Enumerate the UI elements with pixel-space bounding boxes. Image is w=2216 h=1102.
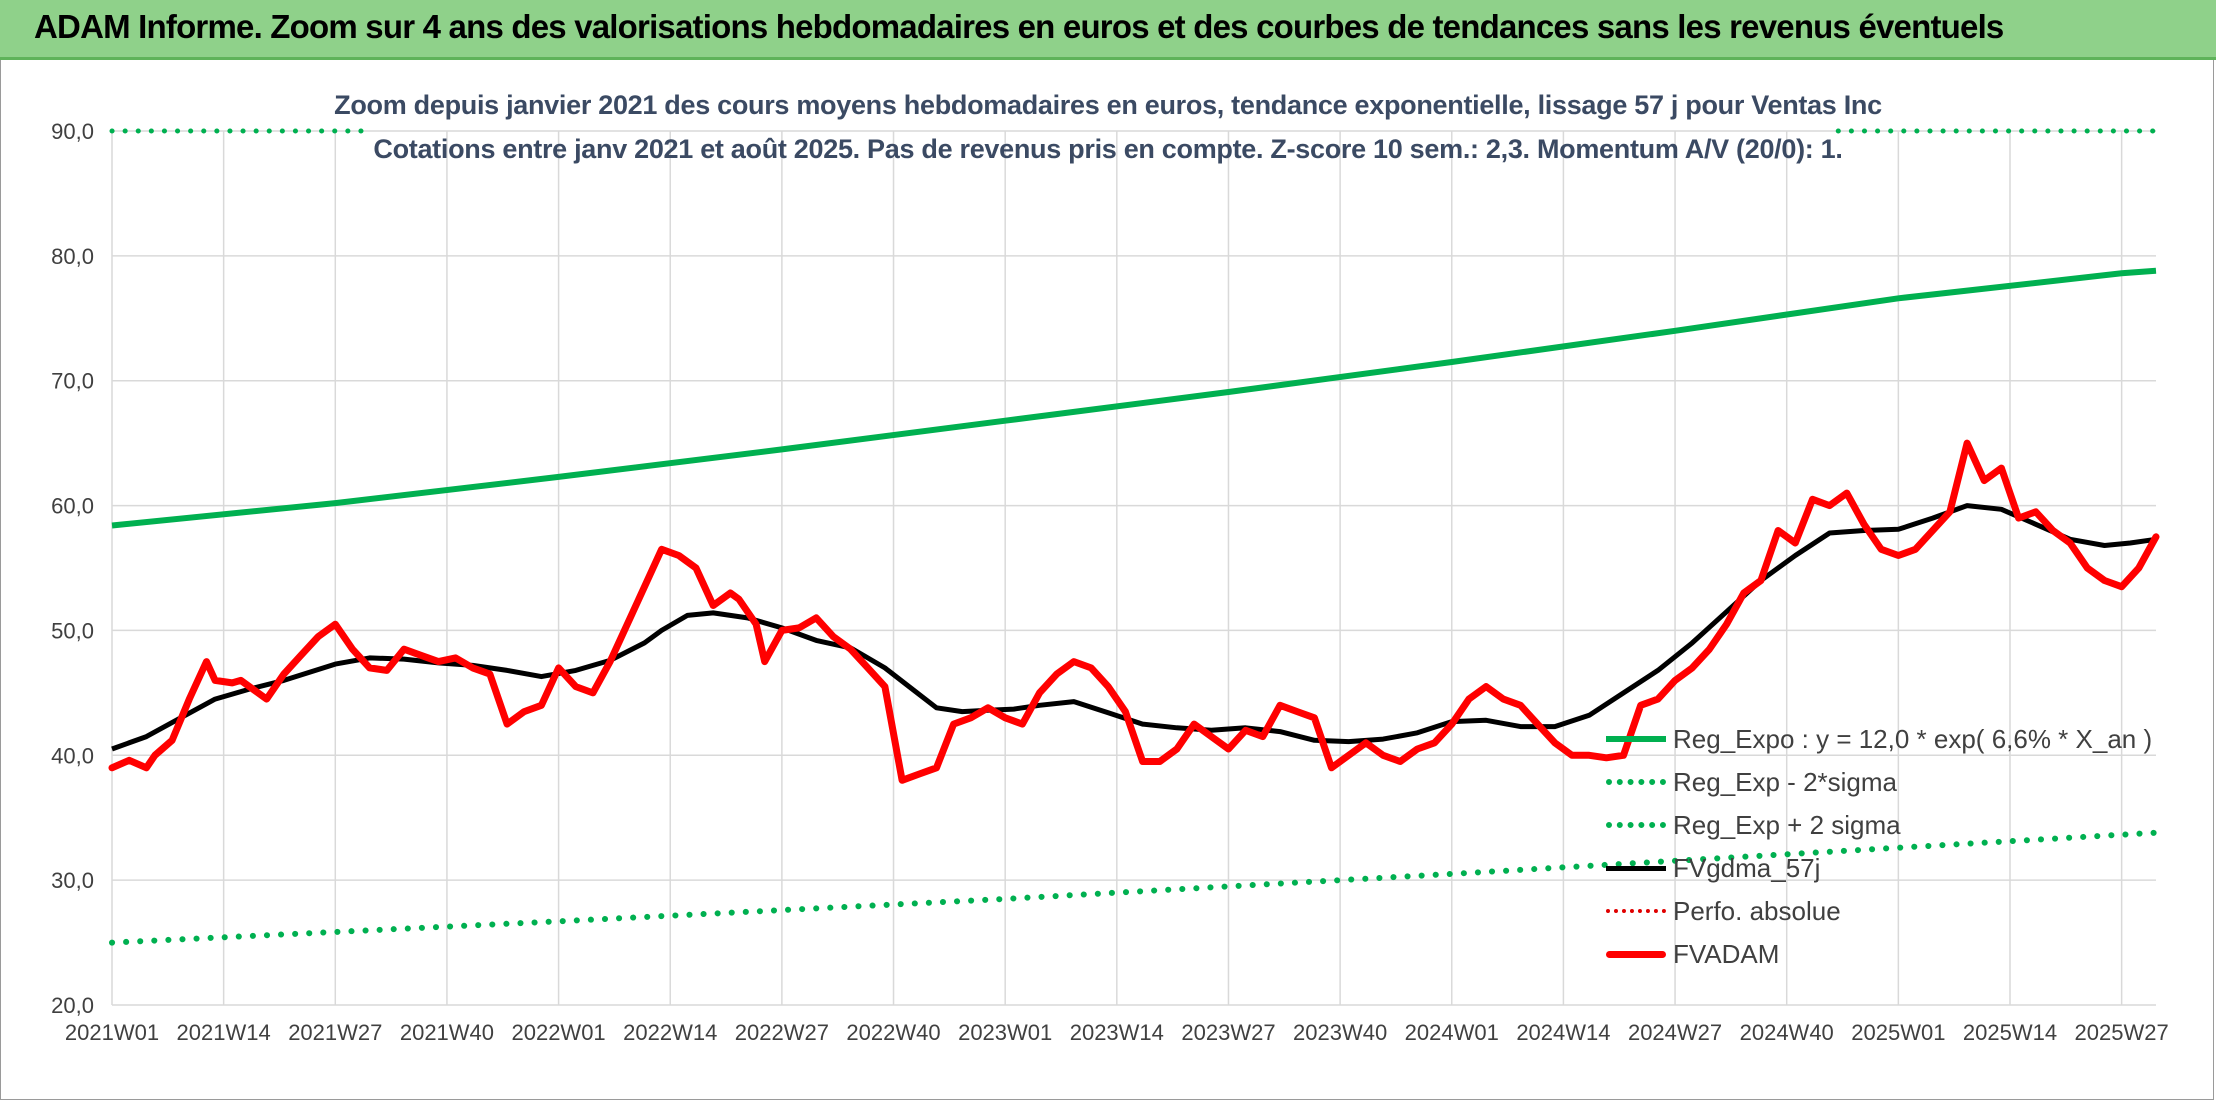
legend-item-perfo-absolue: Perfo. absolue [1598, 896, 2158, 926]
y-tick-label: 20,0 [51, 993, 94, 1018]
legend-swatch-reg-exp-minus [1606, 779, 1666, 785]
legend-label-perfo-absolue: Perfo. absolue [1673, 896, 1841, 926]
x-tick-label: 2022W40 [846, 1020, 940, 1045]
series-reg-exp-minus-2sigma-line [109, 829, 2159, 946]
y-tick-label: 30,0 [51, 868, 94, 893]
x-tick-label: 2022W27 [735, 1020, 829, 1045]
y-tick-label: 70,0 [51, 369, 94, 394]
x-tick-label: 2023W14 [1070, 1020, 1164, 1045]
legend-label-reg-exp-minus: Reg_Exp - 2*sigma [1673, 767, 1897, 797]
y-tick-label: 90,0 [51, 119, 94, 144]
x-tick-label: 2024W27 [1628, 1020, 1722, 1045]
y-tick-label: 80,0 [51, 244, 94, 269]
x-tick-label: 2021W01 [65, 1020, 159, 1045]
legend-swatch-fvgdma [1606, 866, 1666, 871]
x-tick-label: 2025W01 [1851, 1020, 1945, 1045]
legend-item-fvadam: FVADAM [1598, 939, 2158, 969]
legend-swatch-reg-exp-plus [1606, 822, 1666, 828]
x-tick-label: 2024W40 [1740, 1020, 1834, 1045]
chart-subtitle-line-2: Cotations entre janv 2021 et août 2025. … [373, 134, 1843, 164]
x-tick-label: 2025W27 [2075, 1020, 2169, 1045]
x-tick-label: 2025W14 [1963, 1020, 2057, 1045]
legend-label-fvadam: FVADAM [1673, 939, 1780, 969]
x-tick-label: 2021W14 [177, 1020, 271, 1045]
x-axis-labels: 2021W01 2021W14 2021W27 2021W40 2022W01 2022W… [65, 1020, 2169, 1045]
legend-swatch-perfo-absolue [1606, 909, 1666, 913]
y-axis-labels: 20,0 30,0 40,0 50,0 60,0 70,0 80,0 90,0 [51, 119, 94, 1018]
y-tick-label: 50,0 [51, 618, 94, 643]
grid-lines [111, 130, 2156, 1006]
legend-item-reg-exp-plus-2sigma: Reg_Exp + 2 sigma [1598, 810, 2158, 840]
x-tick-label: 2024W14 [1516, 1020, 1610, 1045]
x-tick-label: 2021W27 [288, 1020, 382, 1045]
x-tick-label: 2023W40 [1293, 1020, 1387, 1045]
series-reg-expo-line [111, 267, 2157, 529]
legend-swatch-fvadam [1606, 951, 1666, 958]
x-tick-label: 2022W01 [511, 1020, 605, 1045]
series-fvadam-line [108, 439, 2160, 784]
chart-subtitle-line-1: Zoom depuis janvier 2021 des cours moyen… [334, 90, 1882, 120]
legend-swatch-reg-expo [1606, 736, 1666, 742]
series-fvgdma-57j-line [111, 503, 2157, 752]
title-banner: ADAM Informe. Zoom sur 4 ans des valoris… [0, 0, 2216, 60]
x-tick-label: 2021W40 [400, 1020, 494, 1045]
y-tick-label: 40,0 [51, 743, 94, 768]
x-tick-label: 2023W27 [1181, 1020, 1275, 1045]
legend-label-reg-exp-plus: Reg_Exp + 2 sigma [1673, 810, 1901, 840]
legend-item-fvgdma: FVgdma_57j [1598, 853, 2158, 883]
series-group [108, 128, 2160, 946]
y-tick-label: 60,0 [51, 494, 94, 519]
legend-label-fvgdma: FVgdma_57j [1673, 853, 1821, 883]
legend-item-reg-expo: Reg_Expo : y = 12,0 * exp( 6,6% * X_an ) [1598, 724, 2158, 754]
legend-label-reg-expo: Reg_Expo : y = 12,0 * exp( 6,6% * X_an ) [1673, 724, 2153, 754]
legend-item-reg-exp-minus-2sigma: Reg_Exp - 2*sigma [1598, 767, 2158, 797]
x-tick-label: 2022W14 [623, 1020, 717, 1045]
chart-title: ADAM Informe. Zoom sur 4 ans des valoris… [34, 8, 2004, 45]
x-tick-label: 2024W01 [1405, 1020, 1499, 1045]
x-tick-label: 2023W01 [958, 1020, 1052, 1045]
